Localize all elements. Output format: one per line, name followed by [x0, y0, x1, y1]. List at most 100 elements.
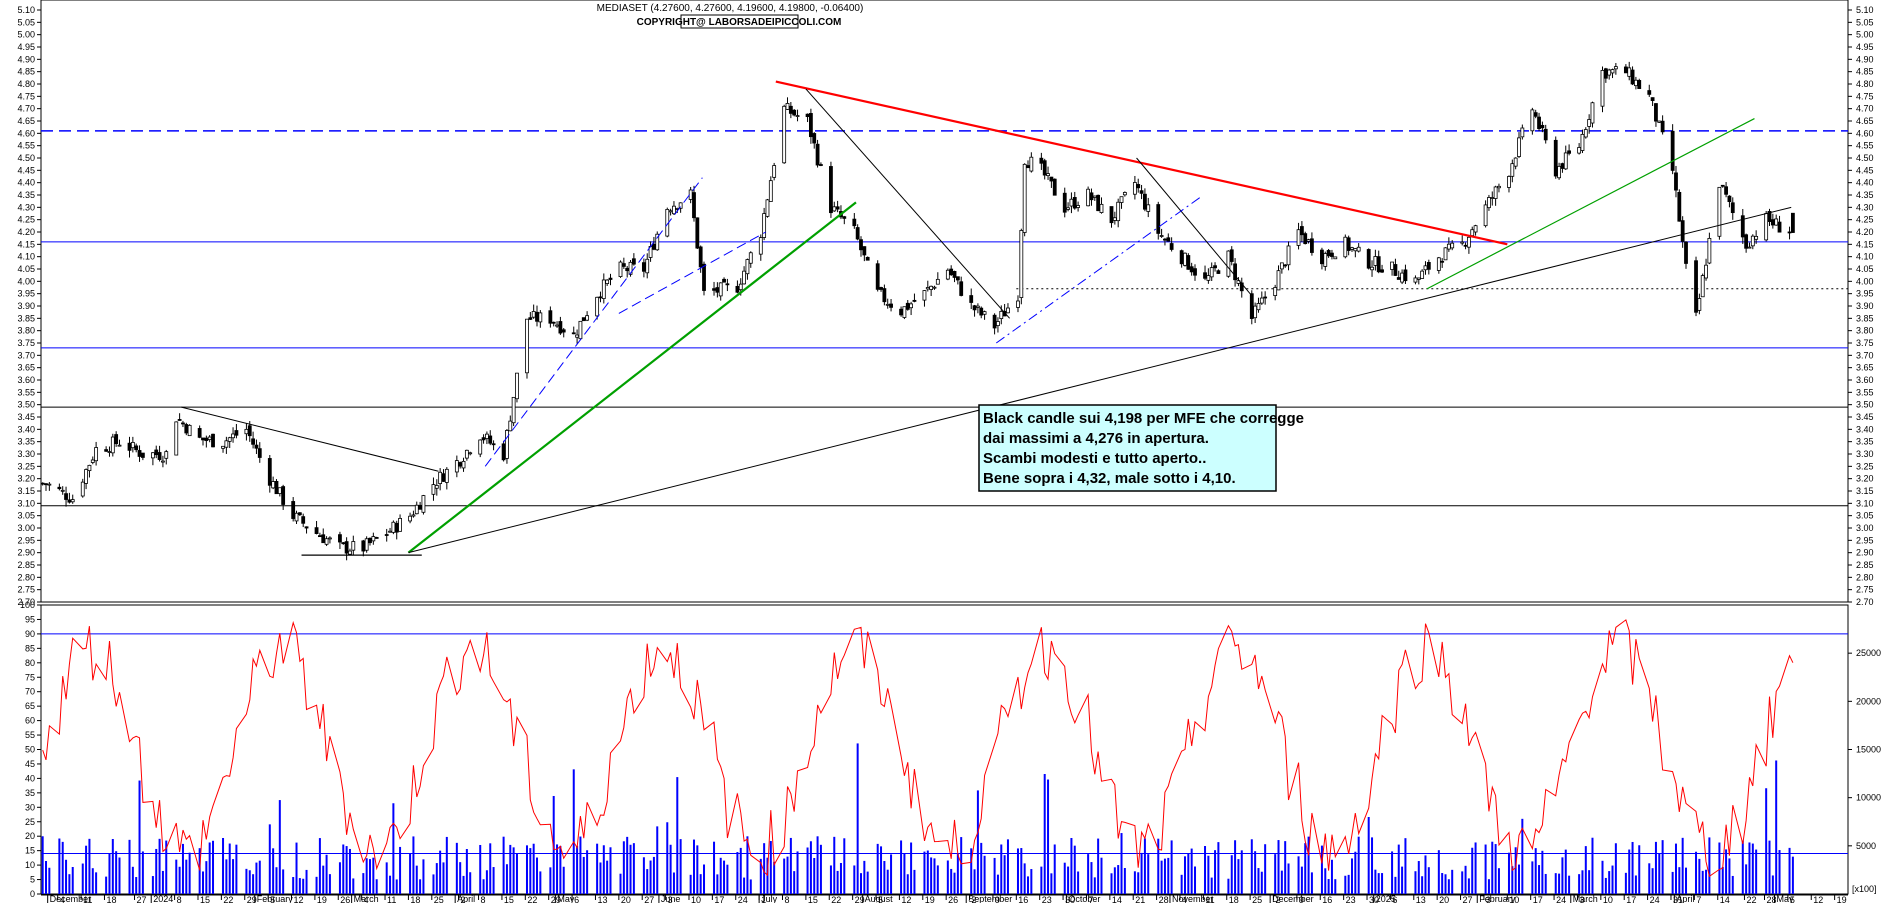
- volume-bar: [1654, 841, 1657, 894]
- x-tick-label: 12: [294, 895, 304, 903]
- volume-bar: [1020, 848, 1023, 894]
- candle-body: [999, 310, 1004, 320]
- volume-bar: [880, 846, 883, 894]
- volume-bar: [890, 854, 893, 894]
- price-ytick-label-left: 3.70: [17, 350, 35, 360]
- price-ytick-label-right: 2.80: [1856, 572, 1874, 582]
- candle-body: [454, 460, 459, 473]
- volume-bar: [1745, 864, 1748, 894]
- volume-bar: [1120, 833, 1123, 894]
- candle-body: [1513, 157, 1518, 167]
- candle-body: [782, 105, 787, 164]
- candle-body: [1119, 196, 1124, 203]
- volume-bar: [1558, 873, 1561, 894]
- candle-body: [859, 239, 863, 251]
- volume-bar: [946, 860, 949, 894]
- candle-body: [645, 258, 650, 274]
- candle-body: [835, 206, 840, 210]
- candle-body: [508, 420, 513, 432]
- volume-bar: [1003, 855, 1006, 894]
- candle-body: [1066, 207, 1070, 210]
- volume-bar: [976, 790, 979, 894]
- osc-ytick-label: 55: [25, 730, 35, 740]
- volume-bar: [676, 777, 679, 894]
- volume-bar: [1464, 865, 1467, 894]
- month-label: December: [1272, 894, 1314, 903]
- volume-bar: [65, 859, 68, 894]
- candle-body: [738, 283, 743, 291]
- volume-bar: [562, 866, 565, 894]
- candle-body: [1717, 186, 1722, 237]
- volume-bar: [1214, 850, 1217, 894]
- candle-body: [1029, 156, 1034, 172]
- candle-body: [1189, 266, 1194, 273]
- volume-bar: [412, 836, 415, 894]
- volume-bar: [1511, 866, 1514, 894]
- candle-body: [1583, 129, 1588, 138]
- x-tick-label: 6: [1392, 895, 1397, 903]
- candle-body: [1256, 303, 1261, 311]
- volume-bar: [629, 844, 632, 894]
- candle-body: [1393, 264, 1398, 276]
- candle-body: [1216, 270, 1221, 274]
- x-tick-label: 3: [1486, 895, 1491, 903]
- volume-bar: [252, 874, 255, 894]
- candle-body: [515, 372, 519, 400]
- red-trendline: [775, 80, 1508, 246]
- volume-bar: [1287, 863, 1290, 894]
- candle-body: [935, 278, 940, 285]
- x-tick-label: 24: [1650, 895, 1660, 903]
- volume-bar: [1204, 846, 1207, 894]
- x-tick-label: 9: [995, 895, 1000, 903]
- x-tick-label: 26: [948, 895, 958, 903]
- candle-body: [164, 451, 169, 459]
- candle-body: [668, 210, 673, 213]
- candle-body: [110, 436, 115, 454]
- price-ytick-label-left: 4.95: [17, 42, 35, 52]
- volume-bar: [1050, 873, 1053, 894]
- price-ytick-label-left: 4.30: [17, 202, 35, 212]
- volume-bar: [930, 857, 933, 894]
- candle-body: [1450, 242, 1455, 249]
- candle-body: [80, 481, 85, 497]
- month-label: October: [1068, 894, 1100, 903]
- volume-bar: [1320, 845, 1323, 894]
- volume-bar: [415, 865, 418, 894]
- candle-body: [1543, 128, 1548, 141]
- candle-body: [1674, 172, 1678, 191]
- volume-bar: [1027, 876, 1030, 894]
- candle-body: [1249, 293, 1254, 319]
- price-ytick-label-left: 4.50: [17, 153, 35, 163]
- candle-body: [70, 499, 75, 503]
- candle-body: [1109, 206, 1114, 224]
- candle-body: [1303, 233, 1308, 245]
- volume-bar: [295, 842, 298, 894]
- price-ytick-label-left: 3.60: [17, 375, 35, 385]
- candle-body: [107, 451, 112, 453]
- candle-body: [314, 527, 319, 534]
- volume-bar: [1424, 855, 1427, 894]
- price-ytick-label-left: 3.90: [17, 301, 35, 311]
- candle-body: [1403, 269, 1408, 282]
- candle-body: [361, 540, 366, 552]
- volume-bar: [1554, 873, 1557, 894]
- price-ytick-label-right: 3.85: [1856, 313, 1874, 323]
- volume-bar: [1391, 851, 1394, 894]
- x-tick-label: 5: [1790, 895, 1795, 903]
- candle-body: [578, 320, 583, 340]
- volume-bar: [1310, 872, 1313, 894]
- candle-body: [1684, 241, 1688, 264]
- volume-bar: [1608, 871, 1611, 894]
- price-ytick-label-left: 4.45: [17, 165, 35, 175]
- blue-channel-line-1: [618, 231, 767, 314]
- candle-body: [468, 452, 473, 455]
- volume-bar: [205, 861, 208, 894]
- candle-body: [1577, 147, 1582, 154]
- volume-bar: [141, 851, 144, 894]
- candle-body: [1440, 260, 1445, 263]
- volume-bar: [970, 848, 973, 894]
- candle-body: [1680, 220, 1685, 242]
- candle-body: [889, 303, 893, 308]
- volume-bar: [1444, 874, 1447, 894]
